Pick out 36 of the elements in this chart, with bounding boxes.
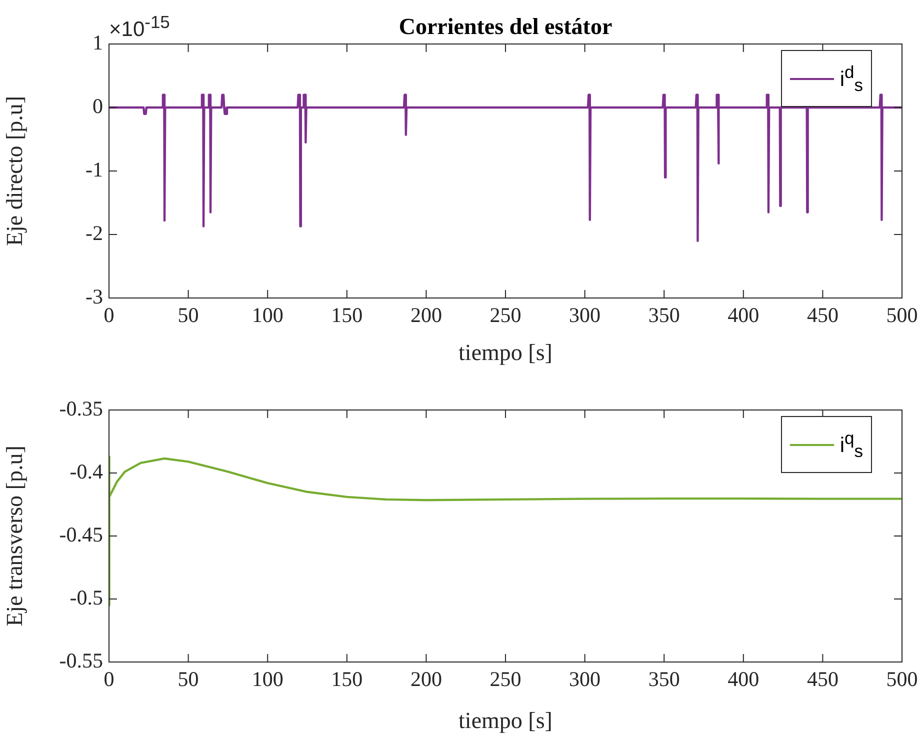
y-tick-label: -1 [86, 158, 103, 182]
x-tick-label: 50 [178, 667, 199, 692]
y-tick-label: -3 [86, 284, 103, 309]
x-tick-label: 50 [178, 303, 199, 328]
x-tick-label: 300 [569, 303, 601, 328]
x-tick-label: 350 [648, 667, 680, 692]
x-tick-label: 400 [728, 303, 760, 328]
y-tick-label: -0.45 [59, 522, 103, 547]
x-axis-title: tiempo [s] [458, 708, 552, 734]
x-tick-label: 200 [410, 303, 442, 328]
x-tick-label: 100 [252, 303, 284, 328]
y-tick-label: 0 [92, 94, 103, 118]
x-tick-label: 450 [806, 303, 838, 328]
y-tick-label: -0.4 [70, 460, 104, 484]
text: ×10$^{-15}$ [109, 12, 170, 42]
y-tick-label: -2 [86, 221, 103, 246]
x-tick-label: 400 [728, 667, 760, 692]
x-tick-label: 500 [886, 303, 918, 328]
y-tick-label: -0.5 [70, 586, 103, 610]
x-tick-label: 350 [648, 303, 680, 328]
x-tick-label: 250 [490, 303, 522, 328]
x-tick-label: 250 [490, 667, 522, 692]
x-axis-title: tiempo [s] [458, 340, 552, 366]
x-tick-label: 100 [252, 667, 284, 692]
y-axis-title: Eje transverso [p.u] [2, 446, 27, 626]
chart-title: Corrientes del estátor [398, 14, 612, 39]
x-tick-label: 150 [331, 667, 363, 692]
y-axis-title: Eje directo [p.u] [2, 96, 27, 246]
y-tick-label: -0.35 [59, 396, 103, 421]
x-tick-label: 500 [886, 667, 918, 692]
x-tick-label: 150 [331, 303, 363, 328]
y-tick-label: -0.55 [59, 648, 103, 673]
x-tick-label: 200 [410, 667, 442, 692]
x-tick-label: 300 [569, 667, 601, 692]
y-tick-label: 1 [92, 30, 103, 55]
x-tick-label: 450 [806, 667, 838, 692]
